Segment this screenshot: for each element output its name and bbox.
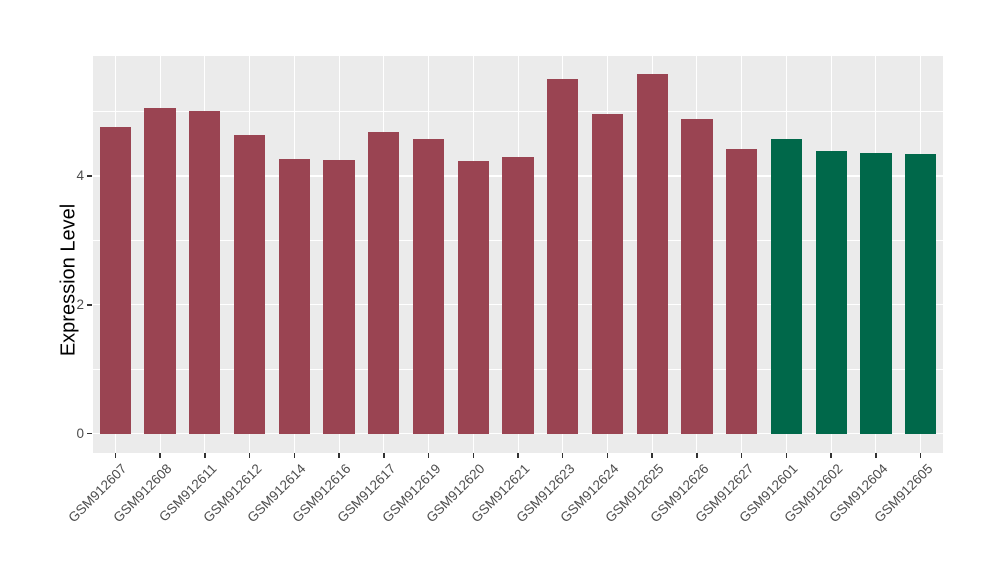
bar-GSM912620 <box>457 161 489 434</box>
bar-GSM912614 <box>278 159 310 434</box>
bar-GSM912624 <box>591 114 624 434</box>
x-tick-mark <box>517 453 519 458</box>
x-tick-mark <box>427 453 430 458</box>
bar-GSM912607 <box>99 126 132 434</box>
bar-GSM912627 <box>726 148 758 434</box>
plot-panel <box>93 56 943 453</box>
bar-GSM912621 <box>502 156 534 434</box>
x-tick-mark <box>561 453 564 458</box>
x-tick-mark <box>293 453 296 458</box>
x-tick-mark <box>159 453 161 458</box>
x-tick-mark <box>696 453 698 458</box>
bar-GSM912619 <box>412 139 445 434</box>
x-tick-mark <box>383 453 385 458</box>
bar-GSM912608 <box>144 108 176 434</box>
bar-GSM912623 <box>547 79 579 434</box>
y-tick-mark <box>87 175 92 177</box>
bar-GSM912611 <box>189 110 221 434</box>
x-tick-mark <box>248 453 251 458</box>
bar-GSM912617 <box>368 132 400 434</box>
x-tick-mark <box>472 453 474 458</box>
x-tick-mark <box>606 453 609 458</box>
y-tick-label: 2 <box>76 296 84 312</box>
bar-GSM912625 <box>636 74 668 434</box>
bar-GSM912612 <box>233 134 266 434</box>
y-tick-mark <box>87 304 92 306</box>
bar-GSM912605 <box>904 153 937 434</box>
x-tick-mark <box>830 453 832 458</box>
y-tick-mark <box>87 432 92 435</box>
x-tick-mark <box>785 453 788 458</box>
x-tick-mark <box>204 453 206 458</box>
x-tick-mark <box>114 453 117 458</box>
x-tick-mark <box>740 453 743 458</box>
x-tick-mark <box>875 453 877 458</box>
bar-GSM912601 <box>770 139 803 434</box>
x-tick-mark <box>919 453 922 458</box>
bar-GSM912626 <box>681 119 713 434</box>
y-tick-label: 4 <box>76 167 84 183</box>
bar-GSM912602 <box>815 150 847 434</box>
x-tick-mark <box>651 453 653 458</box>
y-tick-label: 0 <box>76 425 84 441</box>
bar-GSM912616 <box>323 159 355 434</box>
y-axis-title: Expression Level <box>57 203 80 357</box>
bar-GSM912604 <box>860 152 892 434</box>
x-tick-mark <box>338 453 340 458</box>
